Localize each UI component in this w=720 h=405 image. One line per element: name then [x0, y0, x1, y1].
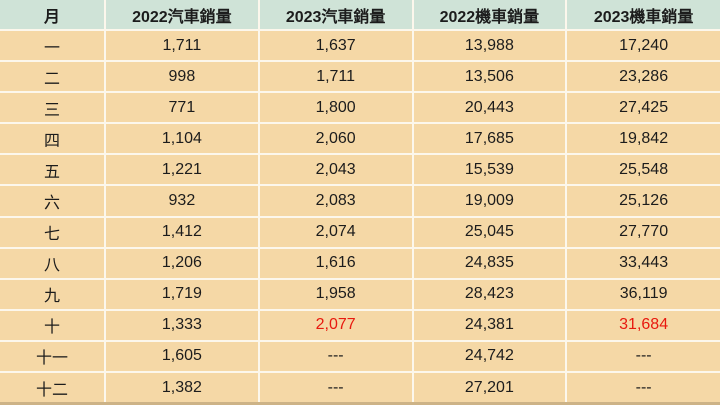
- header-cell-month: 月: [0, 0, 106, 31]
- table-row: 一 1,711 1,637 13,988 17,240: [0, 28, 720, 63]
- cell-value: 25,548: [565, 153, 720, 187]
- cell-value: 20,443: [411, 91, 568, 125]
- cell-value: 24,381: [411, 308, 568, 342]
- cell-value: 1,719: [104, 277, 260, 311]
- cell-value: 27,425: [565, 91, 720, 125]
- cell-value: ---: [257, 371, 414, 402]
- table-row: 九 1,719 1,958 28,423 36,119: [0, 277, 720, 311]
- header-cell-car-2022: 2022汽車銷量: [104, 0, 260, 31]
- header-cell-moto-2023: 2023機車銷量: [565, 0, 720, 31]
- cell-value: ---: [565, 371, 720, 402]
- cell-month: 二: [0, 60, 106, 94]
- cell-value: 13,506: [411, 60, 568, 94]
- table-row: 四 1,104 2,060 17,685 19,842: [0, 122, 720, 156]
- cell-month: 十二: [0, 371, 106, 402]
- cell-value: 27,201: [411, 371, 568, 402]
- cell-value: 28,423: [411, 277, 568, 311]
- cell-value: 27,770: [565, 215, 720, 249]
- cell-value: 1,221: [104, 153, 260, 187]
- cell-value: 2,060: [257, 122, 414, 156]
- cell-value: 1,382: [104, 371, 260, 402]
- cell-value: 1,206: [104, 246, 260, 280]
- table-row: 十 1,333 2,077 24,381 31,684: [0, 308, 720, 342]
- table-row: 三 771 1,800 20,443 27,425: [0, 91, 720, 125]
- cell-value: 1,412: [104, 215, 260, 249]
- table-row: 八 1,206 1,616 24,835 33,443: [0, 246, 720, 280]
- cell-value: 24,835: [411, 246, 568, 280]
- cell-value: 1,800: [257, 91, 414, 125]
- cell-month: 五: [0, 153, 106, 187]
- cell-value: 25,126: [565, 184, 720, 218]
- cell-month: 一: [0, 28, 106, 63]
- cell-month: 十一: [0, 339, 106, 374]
- cell-value: 17,685: [411, 122, 568, 156]
- cell-value: 24,742: [411, 339, 568, 374]
- table-row: 十一 1,605 --- 24,742 ---: [0, 339, 720, 374]
- cell-value-highlighted: 31,684: [565, 308, 720, 342]
- cell-value: 19,842: [565, 122, 720, 156]
- cell-value-highlighted: 2,077: [257, 308, 414, 342]
- cell-value: 771: [104, 91, 260, 125]
- cell-month: 七: [0, 215, 106, 249]
- header-cell-car-2023: 2023汽車銷量: [257, 0, 414, 31]
- header-cell-moto-2022: 2022機車銷量: [411, 0, 568, 31]
- cell-value: 1,333: [104, 308, 260, 342]
- cell-value: 13,988: [411, 28, 568, 63]
- cell-value: 2,074: [257, 215, 414, 249]
- cell-month: 九: [0, 277, 106, 311]
- cell-value: 1,104: [104, 122, 260, 156]
- cell-value: 36,119: [565, 277, 720, 311]
- cell-month: 六: [0, 184, 106, 218]
- cell-month: 三: [0, 91, 106, 125]
- cell-value: 1,637: [257, 28, 414, 63]
- header-row: 月 2022汽車銷量 2023汽車銷量 2022機車銷量 2023機車銷量: [0, 0, 720, 31]
- table-row: 二 998 1,711 13,506 23,286: [0, 60, 720, 94]
- cell-value: 25,045: [411, 215, 568, 249]
- cell-month: 八: [0, 246, 106, 280]
- cell-value: 19,009: [411, 184, 568, 218]
- table-row: 五 1,221 2,043 15,539 25,548: [0, 153, 720, 187]
- cell-value: 1,711: [104, 28, 260, 63]
- cell-value: 1,958: [257, 277, 414, 311]
- cell-value: 15,539: [411, 153, 568, 187]
- cell-value: 1,605: [104, 339, 260, 374]
- table-row: 七 1,412 2,074 25,045 27,770: [0, 215, 720, 249]
- cell-value: 1,616: [257, 246, 414, 280]
- cell-value: 1,711: [257, 60, 414, 94]
- cell-month: 十: [0, 308, 106, 342]
- cell-value: 17,240: [565, 28, 720, 63]
- cell-value: 998: [104, 60, 260, 94]
- table-row: 六 932 2,083 19,009 25,126: [0, 184, 720, 218]
- cell-value: ---: [565, 339, 720, 374]
- cell-value: 23,286: [565, 60, 720, 94]
- cell-value: 33,443: [565, 246, 720, 280]
- cell-value: 2,083: [257, 184, 414, 218]
- cell-value: 2,043: [257, 153, 414, 187]
- cell-value: 932: [104, 184, 260, 218]
- table-body: 一 1,711 1,637 13,988 17,240 二 998 1,711 …: [0, 28, 720, 402]
- cell-month: 四: [0, 122, 106, 156]
- table-row: 十二 1,382 --- 27,201 ---: [0, 371, 720, 402]
- cell-value: ---: [257, 339, 414, 374]
